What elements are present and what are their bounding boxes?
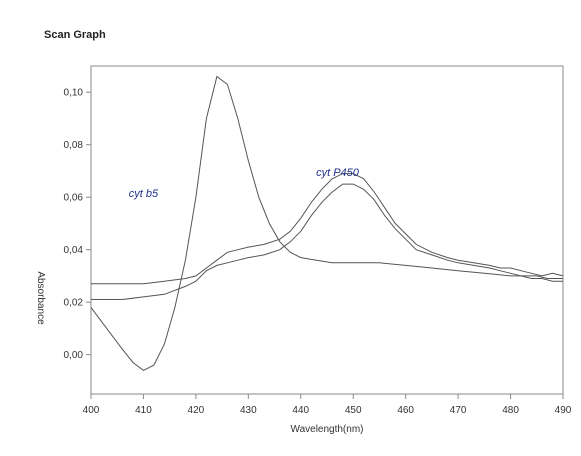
x-tick-label: 470 — [450, 405, 467, 416]
x-tick-label: 420 — [188, 405, 205, 416]
page-title: Scan Graph — [44, 29, 106, 41]
x-tick-label: 490 — [555, 405, 572, 416]
x-tick-label: 410 — [135, 405, 152, 416]
y-axis-label: Absorbance — [35, 271, 46, 325]
y-tick-label: 0,06 — [64, 193, 84, 204]
y-tick-label: 0,00 — [64, 350, 84, 361]
annotation-label: cyt b5 — [129, 188, 159, 200]
plot-frame — [90, 65, 564, 395]
y-tick-label: 0,02 — [64, 298, 84, 309]
x-tick-label: 450 — [345, 405, 362, 416]
series-line-2 — [91, 173, 564, 285]
x-tick-label: 400 — [83, 405, 100, 416]
y-tick-label: 0,08 — [64, 140, 84, 151]
annotation-label: cyt P450 — [316, 167, 360, 179]
x-tick-label: 430 — [240, 405, 257, 416]
y-tick-label: 0,04 — [64, 245, 84, 256]
x-tick-label: 460 — [397, 405, 414, 416]
y-tick-label: 0,10 — [64, 88, 84, 99]
series-line-3 — [91, 183, 563, 300]
x-axis-label: Wavelength(nm) — [291, 424, 364, 435]
x-tick-label: 440 — [292, 405, 309, 416]
series-line-1 — [90, 75, 563, 371]
x-tick-label: 480 — [502, 405, 519, 416]
